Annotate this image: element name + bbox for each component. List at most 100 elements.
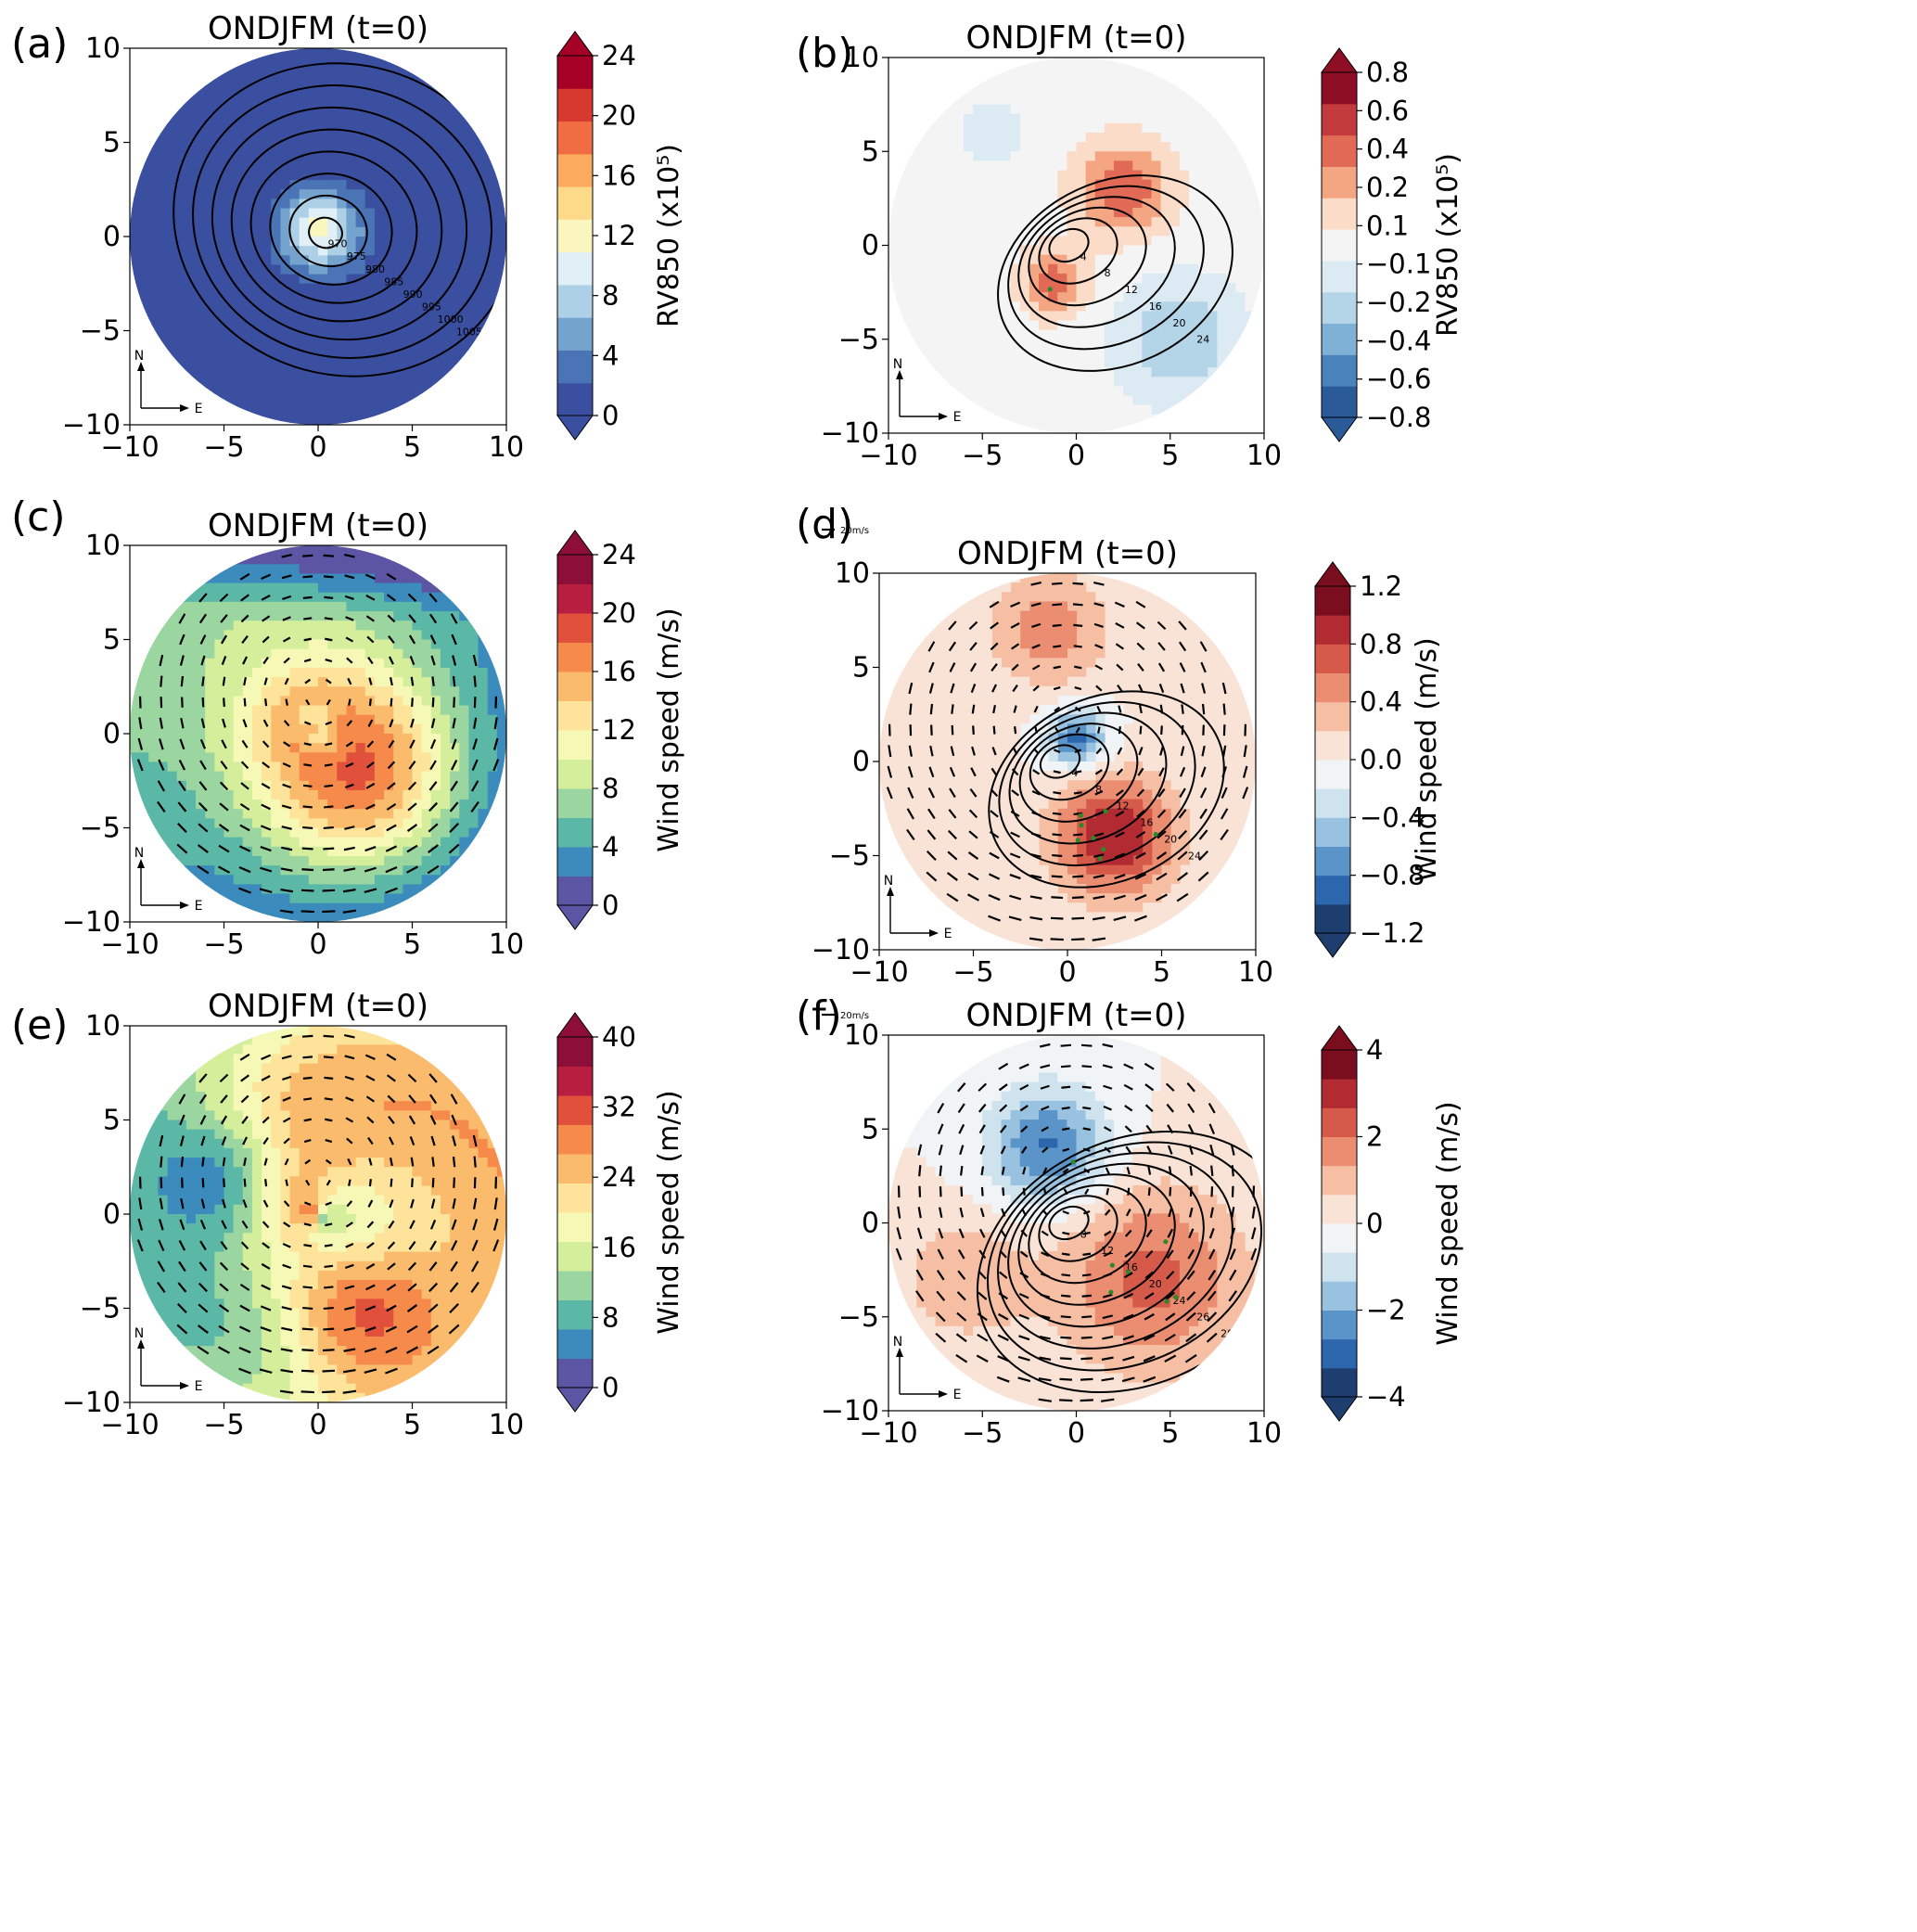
wind-arrow (239, 824, 250, 832)
wind-arrow (1115, 810, 1125, 817)
wind-arrow (1060, 1043, 1072, 1047)
y-tick-label: 0 (103, 221, 121, 253)
wind-arrow (1144, 1334, 1156, 1341)
wind-arrow (1094, 644, 1104, 649)
field-fill (130, 1026, 506, 1402)
colorbar-segment (1315, 846, 1350, 876)
colorbar-tick-label: −0.8 (1360, 860, 1425, 891)
wind-arrow (1074, 685, 1082, 691)
colorbar-tick-label: −0.6 (1366, 364, 1431, 395)
x-tick-label: 10 (1238, 956, 1273, 989)
wind-arrow (449, 801, 459, 812)
wind-arrow (1061, 1294, 1071, 1298)
wind-arrow (410, 1198, 415, 1209)
wind-arrow (1012, 684, 1018, 693)
wind-arrow (304, 678, 312, 685)
wind-arrow (343, 1326, 355, 1332)
wind-arrow (1197, 871, 1209, 882)
wind-arrow (1220, 787, 1228, 800)
wind-arrow (239, 1283, 250, 1291)
wind-arrow (976, 1354, 989, 1363)
wind-arrow (959, 1165, 964, 1176)
wind-arrow (1073, 791, 1082, 795)
east-arrowhead (939, 413, 948, 420)
wind-arrow (1146, 1208, 1152, 1217)
wind-arrow (408, 1094, 416, 1104)
wind-arrow (201, 697, 205, 708)
wind-arrow (280, 867, 293, 872)
wind-arrow (990, 621, 999, 630)
wind-arrow (301, 1034, 313, 1038)
wind-arrow (1116, 663, 1124, 672)
wind-arrow (907, 766, 914, 778)
wind-arrow (368, 677, 373, 685)
wind-arrow (927, 641, 936, 652)
wind-arrow (220, 1240, 228, 1250)
colorbar-segment (557, 817, 593, 848)
wind-arrow (886, 787, 893, 800)
wind-arrow (1020, 1229, 1029, 1237)
wind-arrow (178, 780, 186, 792)
wind-arrow (197, 1324, 209, 1334)
wind-arrow (492, 1218, 499, 1231)
wind-arrow (1122, 1335, 1134, 1341)
contour-label: 12 (1101, 1245, 1114, 1257)
wind-arrow (262, 740, 270, 748)
wind-arrow (971, 704, 976, 714)
wind-arrow (428, 823, 439, 833)
wind-arrow (243, 1158, 248, 1167)
colorbar-tick-label: 24 (602, 40, 636, 71)
wind-arrow (1094, 769, 1103, 775)
wind-arrow (1177, 872, 1189, 881)
wind-arrow (1146, 1145, 1153, 1155)
wind-arrow (927, 829, 937, 840)
wind-arrow (1095, 685, 1103, 692)
wind-arrow (241, 635, 249, 644)
panel-label: (c) (11, 493, 66, 541)
wind-arrow (367, 1136, 374, 1145)
wind-arrow (970, 684, 977, 694)
colorbar-tick-label: 0.8 (1366, 57, 1409, 88)
wind-arrow (282, 1096, 291, 1102)
wind-arrow (915, 1290, 925, 1302)
wind-arrow (428, 781, 438, 791)
wind-arrow (429, 1240, 437, 1251)
wind-arrow (260, 1305, 272, 1311)
wind-arrow (1115, 831, 1125, 838)
contour-line (998, 700, 1196, 867)
wind-arrow (366, 740, 375, 748)
colorbar-segment (1322, 229, 1357, 262)
wind-arrow (428, 1261, 438, 1272)
wind-arrow (1060, 1315, 1071, 1319)
wind-arrow (138, 717, 143, 730)
wind-arrow (238, 1325, 251, 1333)
wind-arrow (325, 1222, 333, 1227)
significance-dot (1047, 287, 1053, 292)
wind-arrow (1032, 748, 1040, 755)
wind-arrow (368, 1158, 373, 1166)
wind-arrow (241, 1220, 249, 1229)
contour-line (211, 106, 468, 341)
wind-arrow (1136, 810, 1145, 818)
colorbar-segment (557, 1154, 593, 1184)
wind-arrow (1010, 601, 1021, 608)
wind-arrow (281, 574, 292, 580)
y-tick-label: 0 (862, 230, 879, 262)
significance-dots (1047, 287, 1053, 292)
wind-arrow (325, 742, 333, 747)
wind-arrow (998, 1292, 1008, 1300)
wind-arrow (978, 1271, 987, 1280)
wind-arrow (324, 617, 333, 621)
wind-arrow (1031, 622, 1042, 628)
wind-arrow (364, 1368, 377, 1375)
wind-arrow (1169, 1186, 1172, 1196)
wind-arrow (1082, 1231, 1091, 1235)
colorbar-segment (557, 788, 593, 818)
wind-arrow (282, 636, 291, 643)
wind-arrow (1159, 704, 1164, 714)
wind-arrow (1145, 1249, 1154, 1259)
wind-arrow (304, 1158, 312, 1165)
wind-arrow (452, 1197, 456, 1209)
wind-arrow (493, 1197, 498, 1210)
x-tick-label: 5 (1153, 956, 1170, 989)
